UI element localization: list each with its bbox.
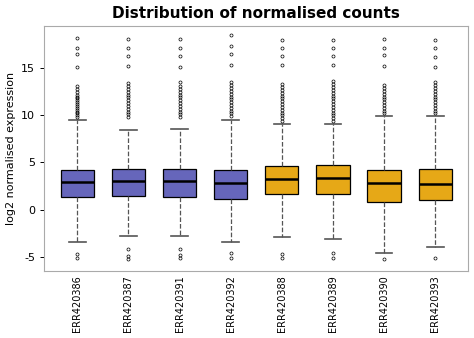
- Y-axis label: log2 normalised expression: log2 normalised expression: [6, 72, 16, 225]
- PathPatch shape: [419, 169, 452, 200]
- PathPatch shape: [112, 169, 145, 196]
- PathPatch shape: [316, 165, 350, 194]
- PathPatch shape: [163, 169, 196, 197]
- PathPatch shape: [367, 170, 401, 202]
- PathPatch shape: [265, 166, 299, 194]
- Title: Distribution of normalised counts: Distribution of normalised counts: [112, 5, 400, 21]
- PathPatch shape: [61, 170, 94, 197]
- PathPatch shape: [214, 170, 247, 199]
